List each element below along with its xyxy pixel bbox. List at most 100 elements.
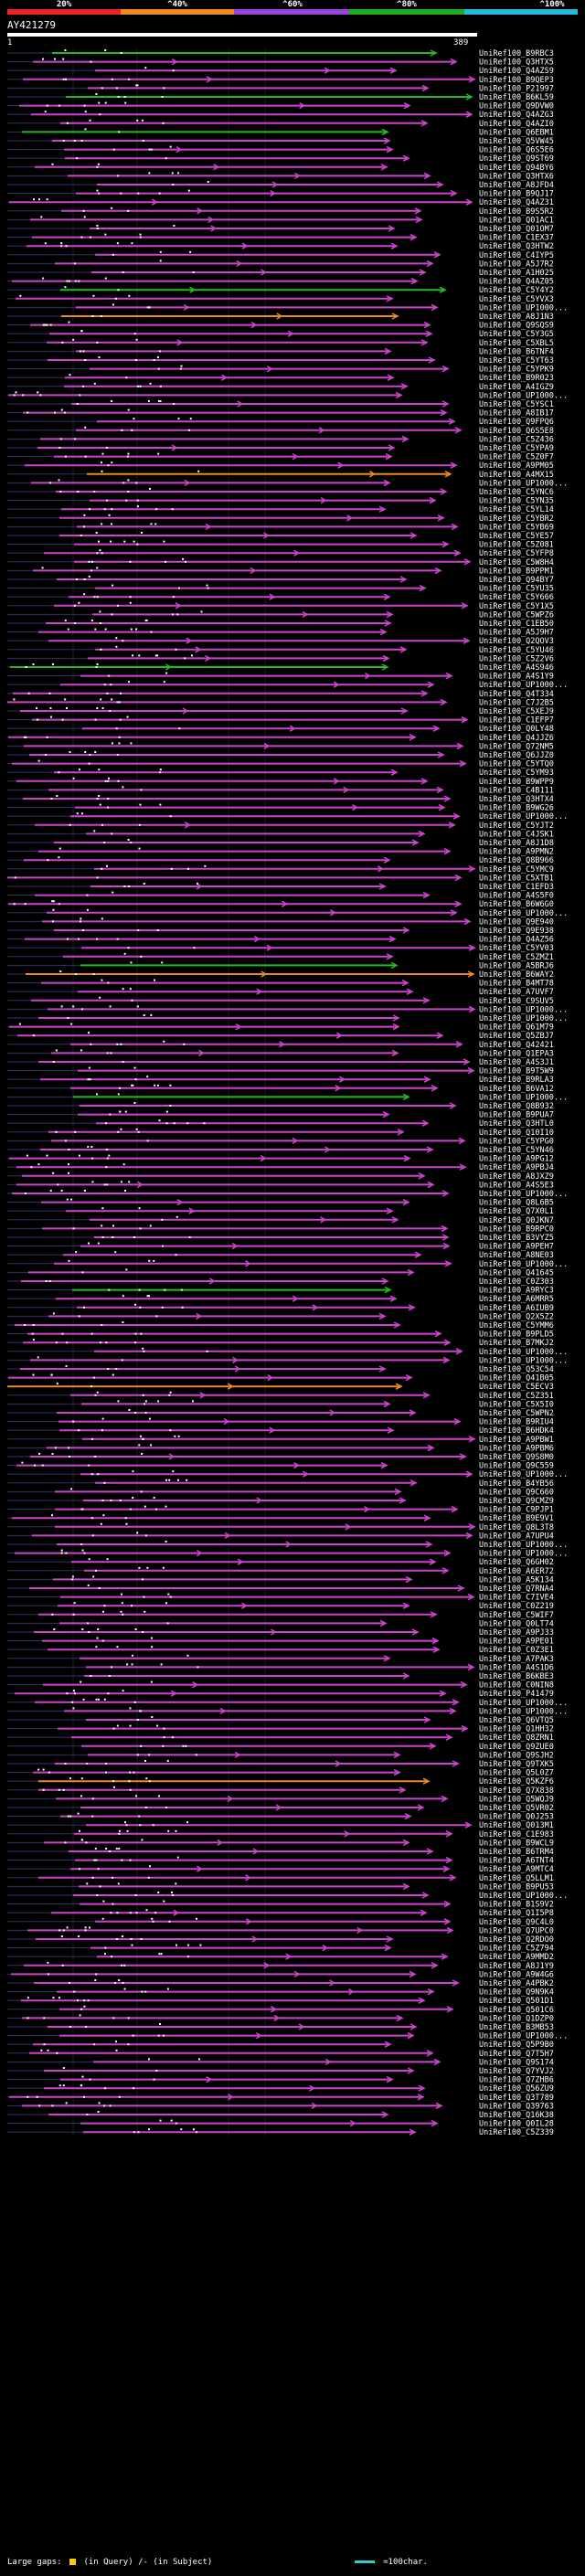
- hit-row[interactable]: UniRef100_A5J7R2: [7, 260, 554, 269]
- hit-label[interactable]: UniRef100_B9R023: [479, 374, 554, 383]
- hit-row[interactable]: UniRef100_Q4AZ56: [7, 936, 554, 945]
- hit-row[interactable]: UniRef100_Q9N9K4: [7, 1988, 554, 1998]
- hit-row[interactable]: UniRef100_C5Y666: [7, 593, 554, 602]
- hit-row[interactable]: UniRef100_B9PUA7: [7, 1110, 554, 1120]
- hit-label[interactable]: UniRef100_C0Z303: [479, 1277, 554, 1287]
- hit-label[interactable]: UniRef100_Q39763: [479, 2102, 554, 2111]
- hit-label[interactable]: UniRef100_Q4AZG3: [479, 111, 554, 120]
- hit-label[interactable]: UniRef100_Q2RDO0: [479, 1935, 554, 1945]
- hit-label[interactable]: UniRef100_C5Z2V6: [479, 654, 554, 663]
- hit-row[interactable]: UniRef100_Q7RNA4: [7, 1585, 554, 1594]
- hit-label[interactable]: UniRef100_Q3HTX4: [479, 795, 554, 804]
- hit-label[interactable]: UniRef100_UP1000...: [479, 1550, 568, 1559]
- hit-label[interactable]: UniRef100_C5YMC9: [479, 865, 554, 875]
- hit-row[interactable]: UniRef100_Q9FPQ6: [7, 418, 554, 427]
- hit-row[interactable]: UniRef100_B9WPP9: [7, 777, 554, 787]
- hit-row[interactable]: UniRef100_A4S5E3: [7, 1181, 554, 1190]
- hit-row[interactable]: UniRef100_B6VA12: [7, 1084, 554, 1094]
- hit-label[interactable]: UniRef100_A9PBJ4: [479, 1163, 554, 1172]
- hit-label[interactable]: UniRef100_UP1000...: [479, 1470, 568, 1479]
- hit-label[interactable]: UniRef100_Q56ZU9: [479, 2084, 554, 2094]
- hit-row[interactable]: UniRef100_Q9C559: [7, 1461, 554, 1471]
- hit-row[interactable]: UniRef100_C5YV03: [7, 944, 554, 953]
- hit-row[interactable]: UniRef100_Q53C54: [7, 1365, 554, 1374]
- hit-label[interactable]: UniRef100_A9MTC4: [479, 1865, 554, 1874]
- hit-row[interactable]: UniRef100_Q013M1: [7, 1821, 554, 1830]
- hit-row[interactable]: UniRef100_C5Y4Y2: [7, 286, 554, 295]
- hit-row[interactable]: UniRef100_Q1DZP0: [7, 2014, 554, 2023]
- hit-row[interactable]: UniRef100_B9R023: [7, 374, 554, 383]
- hit-label[interactable]: UniRef100_C5Y1X5: [479, 602, 554, 611]
- hit-row[interactable]: UniRef100_Q2X5Z2: [7, 1312, 554, 1321]
- hit-row[interactable]: UniRef100_Q3HTX4: [7, 795, 554, 804]
- hit-row[interactable]: UniRef100_A9PG12: [7, 1154, 554, 1164]
- hit-label[interactable]: UniRef100_Q6S5E8: [479, 427, 554, 436]
- hit-label[interactable]: UniRef100_Q9ZUE0: [479, 1743, 554, 1752]
- hit-label[interactable]: UniRef100_B6TRM4: [479, 1848, 554, 1857]
- hit-label[interactable]: UniRef100_A4PBK2: [479, 1979, 554, 1988]
- hit-row[interactable]: UniRef100_UP1000...: [7, 1347, 568, 1357]
- hit-label[interactable]: UniRef100_A8J1D8: [479, 839, 554, 848]
- hit-row[interactable]: UniRef100_B6KBE3: [7, 1672, 554, 1681]
- hit-label[interactable]: UniRef100_UP1000...: [479, 2032, 568, 2041]
- hit-row[interactable]: UniRef100_C5YSC1: [7, 400, 554, 409]
- hit-label[interactable]: UniRef100_Q7X838: [479, 1786, 554, 1796]
- hit-row[interactable]: UniRef100_A8IB17: [7, 408, 554, 419]
- hit-row[interactable]: UniRef100_A9W4G6: [7, 1970, 554, 1979]
- hit-row[interactable]: UniRef100_Q94BY6: [7, 163, 554, 173]
- hit-label[interactable]: UniRef100_A9PMN2: [479, 848, 554, 857]
- hit-label[interactable]: UniRef100_Q7YVJ2: [479, 2067, 554, 2076]
- hit-row[interactable]: UniRef100_C5Z351: [7, 1391, 554, 1401]
- hit-label[interactable]: UniRef100_Q41645: [479, 1268, 554, 1277]
- hit-label[interactable]: UniRef100_C5YSC1: [479, 400, 554, 409]
- hit-label[interactable]: UniRef100_C5YL14: [479, 505, 554, 514]
- hit-label[interactable]: UniRef100_Q9DVW0: [479, 102, 554, 111]
- hit-row[interactable]: UniRef100_B9QEP3: [7, 76, 554, 85]
- hit-row[interactable]: UniRef100_B4MT78: [7, 979, 554, 989]
- hit-label[interactable]: UniRef100_P21997: [479, 84, 554, 93]
- hit-label[interactable]: UniRef100_UP1000...: [479, 1892, 568, 1901]
- hit-row[interactable]: UniRef100_A5K134: [7, 1575, 554, 1585]
- hit-row[interactable]: UniRef100_Q39763: [7, 2102, 554, 2111]
- hit-row[interactable]: UniRef100_B6WAY2: [7, 970, 554, 980]
- hit-row[interactable]: UniRef100_B3VYZ5: [7, 1234, 554, 1243]
- hit-row[interactable]: UniRef100_C5Z339: [7, 2128, 554, 2137]
- hit-label[interactable]: UniRef100_C5X5I0: [479, 1400, 554, 1409]
- hit-label[interactable]: UniRef100_B9RLA3: [479, 1076, 554, 1085]
- hit-label[interactable]: UniRef100_A9PBW1: [479, 1436, 554, 1445]
- hit-row[interactable]: UniRef100_Q2QOV3: [7, 637, 554, 646]
- hit-label[interactable]: UniRef100_A8NE03: [479, 1251, 554, 1260]
- hit-label[interactable]: UniRef100_C5YMM6: [479, 1321, 554, 1330]
- hit-row[interactable]: UniRef100_C9PJP1: [7, 1505, 554, 1515]
- hit-row[interactable]: UniRef100_A9PBM6: [7, 1444, 554, 1453]
- hit-label[interactable]: UniRef100_Q2X5Z2: [479, 1312, 554, 1321]
- hit-row[interactable]: UniRef100_A9PM05: [7, 461, 554, 471]
- hit-row[interactable]: UniRef100_Q9C4L0: [7, 1917, 554, 1927]
- hit-row[interactable]: UniRef100_C5YMM6: [7, 1321, 554, 1330]
- hit-label[interactable]: UniRef100_UP1000...: [479, 479, 568, 488]
- hit-label[interactable]: UniRef100_Q4AZ05: [479, 278, 554, 287]
- hit-row[interactable]: UniRef100_A9RYC3: [7, 1287, 554, 1296]
- hit-row[interactable]: UniRef100_C5YE57: [7, 532, 554, 541]
- hit-row[interactable]: UniRef100_Q9E938: [7, 927, 554, 936]
- hit-row[interactable]: UniRef100_Q0LY48: [7, 725, 554, 734]
- hit-label[interactable]: UniRef100_Q1HH32: [479, 1725, 554, 1734]
- hit-row[interactable]: UniRef100_Q4JJZ6: [7, 734, 554, 743]
- hit-row[interactable]: UniRef100_C5ECV3: [7, 1383, 554, 1392]
- hit-label[interactable]: UniRef100_Q3HTX6: [479, 172, 554, 181]
- hit-label[interactable]: UniRef100_A5K134: [479, 1575, 554, 1585]
- hit-row[interactable]: UniRef100_UP1000...: [7, 2032, 568, 2041]
- hit-row[interactable]: UniRef100_Q6S5E8: [7, 426, 554, 436]
- hit-label[interactable]: UniRef100_Q10I10: [479, 1129, 554, 1138]
- hit-row[interactable]: UniRef100_Q1EPA3: [7, 1049, 554, 1058]
- hit-label[interactable]: UniRef100_C5YNC6: [479, 488, 554, 497]
- hit-label[interactable]: UniRef100_B9WCL9: [479, 1839, 554, 1848]
- hit-row[interactable]: UniRef100_A7UPU4: [7, 1532, 554, 1541]
- hit-label[interactable]: UniRef100_Q9E938: [479, 927, 554, 936]
- hit-row[interactable]: UniRef100_Q3HTX6: [7, 172, 554, 181]
- hit-row[interactable]: UniRef100_C5Z0F7: [7, 452, 554, 462]
- hit-row[interactable]: UniRef100_UP1000...: [7, 1892, 568, 1901]
- hit-label[interactable]: UniRef100_A5J9H7: [479, 629, 554, 638]
- hit-label[interactable]: UniRef100_B1S9V2: [479, 1901, 554, 1910]
- hit-label[interactable]: UniRef100_A7UPU4: [479, 1532, 554, 1541]
